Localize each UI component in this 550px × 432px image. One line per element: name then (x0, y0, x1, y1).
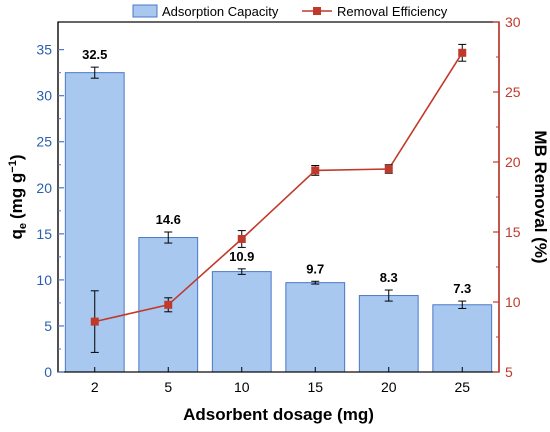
right-tick-label-10: 10 (505, 294, 521, 310)
left-y-axis-title-sub: e (17, 223, 29, 229)
right-tick-label-15: 15 (505, 224, 521, 240)
x-tick-label-5: 5 (164, 379, 172, 395)
left-tick-label-20: 20 (36, 180, 52, 196)
left-y-axis-title-close: ) (7, 154, 26, 160)
bar-error-10 (237, 268, 246, 275)
bar-data-label-10: 10.9 (229, 249, 254, 264)
line-point-15 (311, 166, 320, 175)
line-point-20 (384, 165, 393, 173)
x-tick-label-10: 10 (234, 379, 250, 395)
left-tick-label-5: 5 (44, 318, 52, 334)
right-tick-label-20: 20 (505, 154, 521, 170)
bar-data-label-15: 9.7 (306, 261, 324, 276)
left-y-axis-title-main: q (7, 229, 26, 239)
left-y-axis-title-sup: −1 (7, 160, 19, 173)
left-tick-label-25: 25 (36, 134, 52, 150)
legend-label-removal-efficiency: Removal Efficiency (337, 4, 448, 19)
bar-error-bars (90, 66, 467, 309)
left-tick-label-30: 30 (36, 88, 52, 104)
line-series (90, 43, 467, 353)
x-tick-label-20: 20 (381, 379, 397, 395)
left-y-axis-title-unit: (mg g (7, 173, 26, 219)
x-tick-label-2: 2 (91, 379, 99, 395)
right-y-axis-title: MB Removal (%) (531, 130, 550, 263)
x-axis-title: Adsorbent dosage (mg) (183, 405, 374, 424)
bar-error-25 (458, 300, 467, 309)
legend-label-adsorption-capacity: Adsorption Capacity (162, 4, 279, 19)
bar-error-15 (311, 280, 320, 285)
bar-data-label-20: 8.3 (380, 270, 398, 285)
bar-error-20 (384, 289, 393, 302)
removal-efficiency-line (94, 52, 463, 323)
right-tick-label-25: 25 (505, 84, 521, 100)
x-tick-label-15: 15 (307, 379, 323, 395)
legend-bar-swatch (132, 4, 158, 18)
x-tick-label-25: 25 (454, 379, 470, 395)
bar-series (64, 72, 493, 373)
line-point-5 (164, 300, 173, 309)
legend: Adsorption Capacity Removal Efficiency (132, 4, 448, 19)
right-tick-label-5: 5 (505, 364, 513, 380)
left-y-axis-title: qe (mg g−1) (7, 154, 29, 239)
line-point-2 (90, 317, 99, 326)
bar-10 (211, 271, 272, 373)
bar-20 (358, 295, 419, 373)
line-point-10 (237, 235, 246, 243)
left-tick-label-10: 10 (36, 272, 52, 288)
bar-25 (432, 304, 493, 373)
legend-line-marker (313, 7, 321, 15)
left-tick-label-15: 15 (36, 226, 52, 242)
bar-error-5 (164, 231, 173, 244)
line-point-25 (458, 48, 467, 57)
bar-data-label-2: 32.5 (82, 47, 107, 62)
right-tick-label-30: 30 (505, 14, 521, 30)
bar-data-label-5: 14.6 (156, 212, 181, 227)
bar-error-2 (90, 66, 99, 79)
left-tick-label-0: 0 (44, 364, 52, 380)
bar-data-label-25: 7.3 (453, 281, 471, 296)
bar-data-labels: 32.5 14.6 10.9 9.7 8.3 7.3 (82, 47, 471, 296)
left-tick-label-35: 35 (36, 42, 52, 58)
bar-15 (285, 282, 346, 373)
